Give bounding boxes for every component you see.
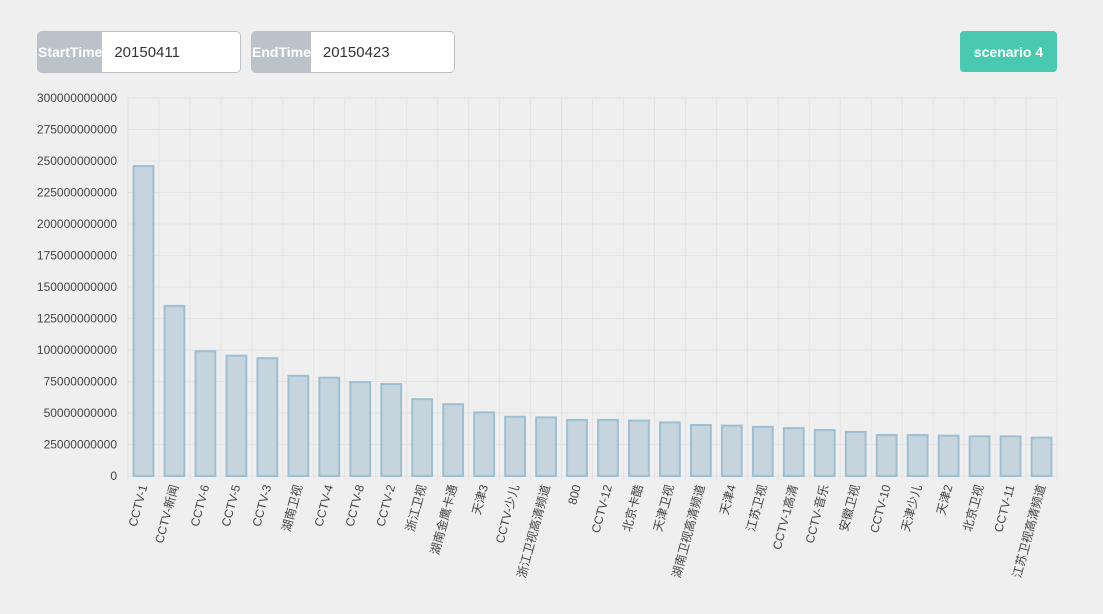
- bar[interactable]: [906, 434, 929, 477]
- y-tick-label: 0: [110, 469, 117, 483]
- x-tick-label: 天津4: [717, 483, 739, 517]
- y-tick-label: 200000000000: [37, 217, 117, 231]
- bar[interactable]: [380, 383, 403, 477]
- bar[interactable]: [751, 425, 774, 477]
- x-tick-label: 天津2: [934, 483, 956, 517]
- y-tick-label: 275000000000: [37, 123, 117, 137]
- x-tick-label: 湖南卫视: [278, 483, 305, 533]
- bar[interactable]: [287, 374, 310, 477]
- bar[interactable]: [844, 430, 867, 477]
- bar[interactable]: [597, 418, 619, 477]
- y-tick-label: 250000000000: [37, 154, 117, 168]
- bar[interactable]: [689, 423, 712, 477]
- bar[interactable]: [442, 403, 465, 477]
- bar[interactable]: [720, 424, 743, 478]
- bar[interactable]: [659, 421, 681, 478]
- x-tick-label: CCTV-少儿: [493, 483, 522, 545]
- x-tick-label: CCTV-5: [219, 483, 244, 528]
- x-tick-label: CCTV-6: [188, 483, 213, 528]
- end-time-input[interactable]: [310, 32, 454, 72]
- x-tick-label: 北京卫视: [960, 483, 987, 533]
- y-axis: 0 25000000000 50000000000 75000000000 100000…: [37, 91, 117, 483]
- bar[interactable]: [225, 354, 248, 478]
- bar[interactable]: [628, 419, 650, 477]
- bar[interactable]: [349, 381, 372, 478]
- y-tick-label: 125000000000: [37, 312, 117, 326]
- x-tick-label: 北京卡酷: [620, 483, 646, 533]
- x-tick-label: CCTV-2: [374, 483, 399, 528]
- y-tick-label: 50000000000: [44, 406, 118, 420]
- bar[interactable]: [504, 415, 526, 477]
- y-tick-label: 100000000000: [37, 343, 117, 357]
- x-tick-label: CCTV-11: [991, 483, 1017, 534]
- grid: [127, 97, 1058, 481]
- y-tick-label: 25000000000: [44, 438, 118, 452]
- x-tick-label: 800: [565, 483, 584, 506]
- bar[interactable]: [566, 418, 588, 477]
- bars: [132, 165, 1053, 478]
- x-tick-label: 湖南金鹰卡通: [427, 483, 460, 556]
- y-tick-label: 225000000000: [37, 186, 117, 200]
- x-tick-label: CCTV-1高清: [769, 483, 801, 551]
- x-tick-label: CCTV-1: [126, 483, 151, 528]
- bar[interactable]: [535, 416, 557, 478]
- y-tick-label: 175000000000: [37, 249, 117, 263]
- end-time-label: EndTime: [252, 32, 311, 72]
- x-tick-label: CCTV-4: [312, 483, 337, 528]
- x-tick-label: CCTV-8: [343, 483, 368, 528]
- bar[interactable]: [256, 357, 279, 477]
- bar[interactable]: [813, 429, 836, 478]
- x-tick-label: 安徽卫视: [836, 483, 863, 533]
- bar[interactable]: [782, 427, 805, 477]
- bar[interactable]: [411, 398, 434, 478]
- x-tick-label: CCTV-12: [589, 483, 615, 535]
- bar[interactable]: [473, 411, 496, 477]
- y-tick-label: 150000000000: [37, 280, 117, 294]
- x-axis: CCTV-1 CCTV-新闻 CCTV-6 CCTV-5 CCTV-3 湖南卫视 CCTV-…: [126, 483, 1049, 580]
- bar[interactable]: [937, 434, 960, 477]
- bar[interactable]: [318, 376, 341, 477]
- x-tick-label: CCTV-10: [867, 483, 893, 535]
- x-tick-label: CCTV-新闻: [151, 483, 181, 545]
- x-tick-label: 天津少儿: [899, 483, 925, 533]
- x-tick-label: 江苏卫视: [743, 483, 770, 533]
- y-tick-label: 75000000000: [44, 375, 118, 389]
- x-tick-label: 天津3: [470, 483, 492, 517]
- bar[interactable]: [999, 435, 1022, 477]
- end-time-group: EndTime: [251, 31, 455, 73]
- bar[interactable]: [163, 304, 186, 477]
- y-tick-label: 300000000000: [37, 91, 117, 105]
- bar[interactable]: [194, 350, 217, 478]
- x-tick-label: 浙江卫视高清频道: [514, 483, 553, 580]
- x-tick-label: CCTV-3: [250, 483, 275, 528]
- x-tick-label: 天津卫视: [650, 483, 677, 533]
- x-tick-label: 湖南卫视高清频道: [668, 483, 707, 580]
- x-tick-label: 江苏卫视高清频道: [1009, 483, 1048, 580]
- bar[interactable]: [1030, 436, 1053, 478]
- scenario-button[interactable]: scenario 4: [960, 31, 1057, 72]
- start-time-label: StartTime: [38, 32, 103, 72]
- x-tick-label: 浙江卫视: [402, 483, 429, 533]
- bar[interactable]: [132, 165, 155, 477]
- bar[interactable]: [875, 434, 898, 477]
- x-tick-label: CCTV-音乐: [802, 483, 832, 545]
- bar[interactable]: [968, 435, 991, 477]
- start-time-group: StartTime: [37, 31, 241, 73]
- start-time-input[interactable]: [102, 32, 240, 72]
